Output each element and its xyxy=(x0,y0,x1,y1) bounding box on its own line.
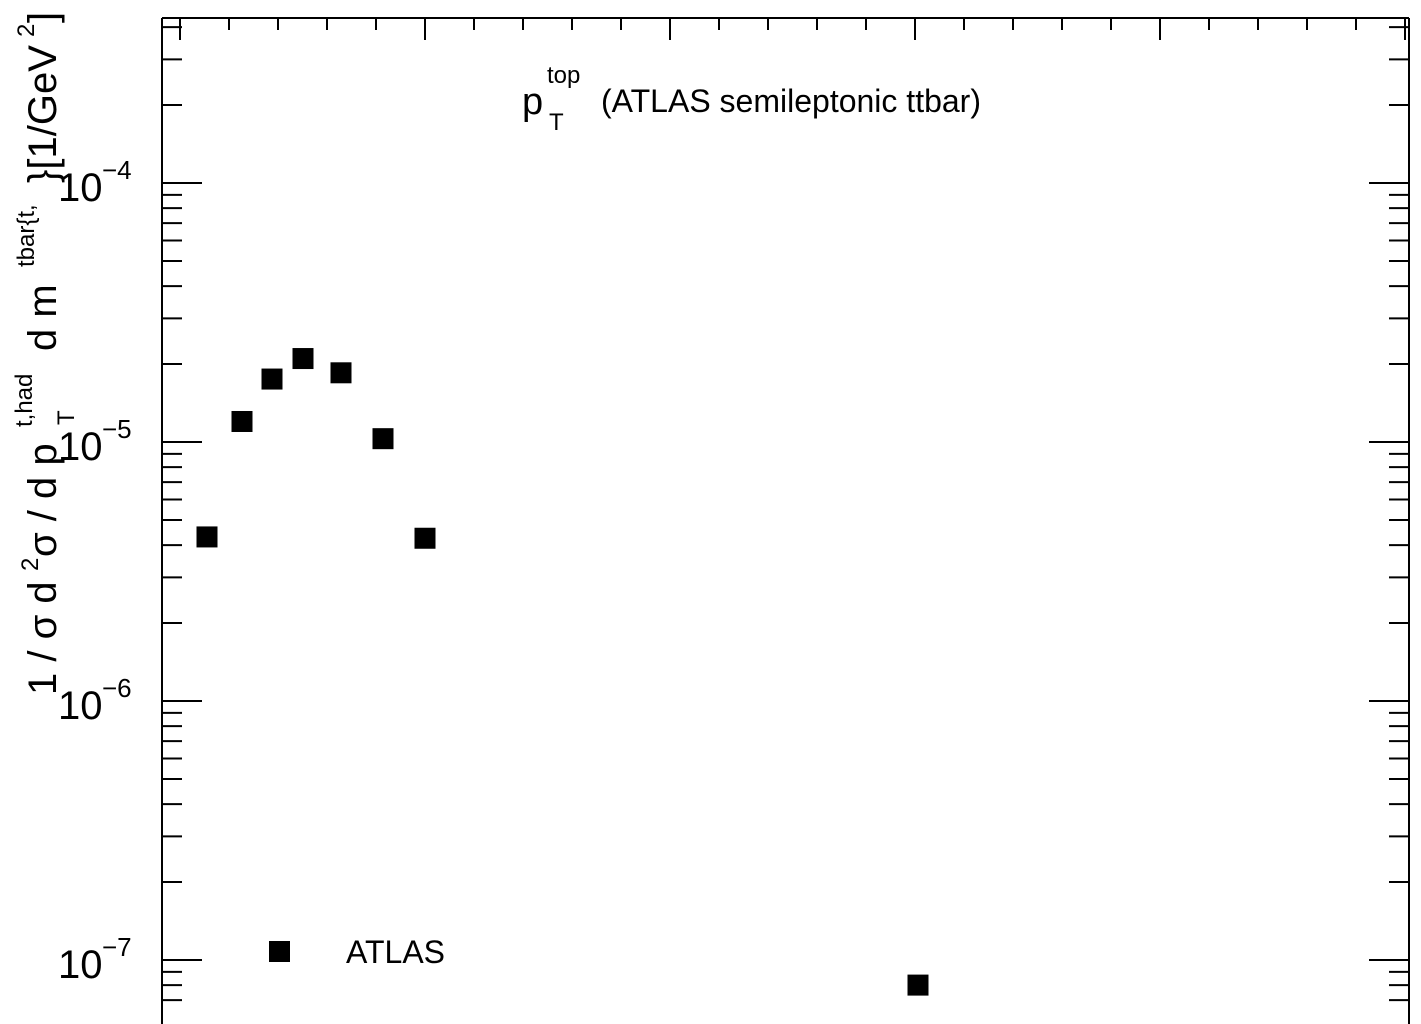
legend-label: ATLAS xyxy=(346,934,445,970)
legend-marker xyxy=(269,941,290,962)
x-axis-ticks xyxy=(179,18,1406,40)
ylabel-post: }[1/GeV xyxy=(21,45,65,183)
y-tick-base: 10 xyxy=(58,684,103,728)
title-main: p xyxy=(522,81,543,123)
y-tick-base: 10 xyxy=(58,166,103,210)
y-tick-exponent: −5 xyxy=(102,414,132,444)
ylabel-pre: 1 / σ d xyxy=(21,581,65,695)
data-point xyxy=(330,362,352,384)
data-point xyxy=(261,368,283,390)
title-sub: T xyxy=(549,109,564,136)
data-points xyxy=(196,348,929,996)
ylabel-pt-sub: T xyxy=(53,410,80,425)
y-tick-label: 10 −5 xyxy=(58,414,132,469)
y-tick-label: 10 −4 xyxy=(58,155,132,210)
data-point xyxy=(372,428,394,450)
chart-title: p top T (ATLAS semileptonic ttbar) xyxy=(522,62,981,136)
legend: ATLAS xyxy=(269,934,445,970)
y-tick-exponent: −4 xyxy=(102,155,132,185)
ylabel-post-sup: 2 xyxy=(13,24,40,37)
ylabel-pre-sup: 2 xyxy=(17,558,44,571)
y-tick-base: 10 xyxy=(58,425,103,469)
ylabel-m-sup: tbar{t, xyxy=(13,204,40,267)
y-tick-label: 10 −7 xyxy=(58,932,132,987)
y-tick-base: 10 xyxy=(58,943,103,987)
ylabel-mid: σ / d p xyxy=(21,443,65,557)
ylabel-m: d m xyxy=(21,284,65,351)
plot-frame xyxy=(161,17,1410,1024)
y-tick-exponent: −6 xyxy=(102,673,132,703)
y-tick-label: 10 −6 xyxy=(58,673,132,728)
title-sup: top xyxy=(547,62,580,89)
y-axis-ticks xyxy=(162,26,1409,1002)
data-point xyxy=(196,526,218,548)
title-rest: (ATLAS semileptonic ttbar) xyxy=(601,83,981,119)
ylabel-end: ] xyxy=(21,12,65,23)
data-point xyxy=(414,527,436,549)
y-tick-exponent: −7 xyxy=(102,932,132,962)
y-axis-label: 1 / σ d 2 σ / d p t,had T d m tbar{t, }[… xyxy=(11,12,80,695)
y-axis-tick-labels: 10−710−610−510−4 xyxy=(58,155,132,987)
data-point xyxy=(292,348,314,370)
ylabel-pt-sup: t,had xyxy=(11,374,38,427)
data-point xyxy=(231,410,253,432)
data-point xyxy=(907,974,929,996)
